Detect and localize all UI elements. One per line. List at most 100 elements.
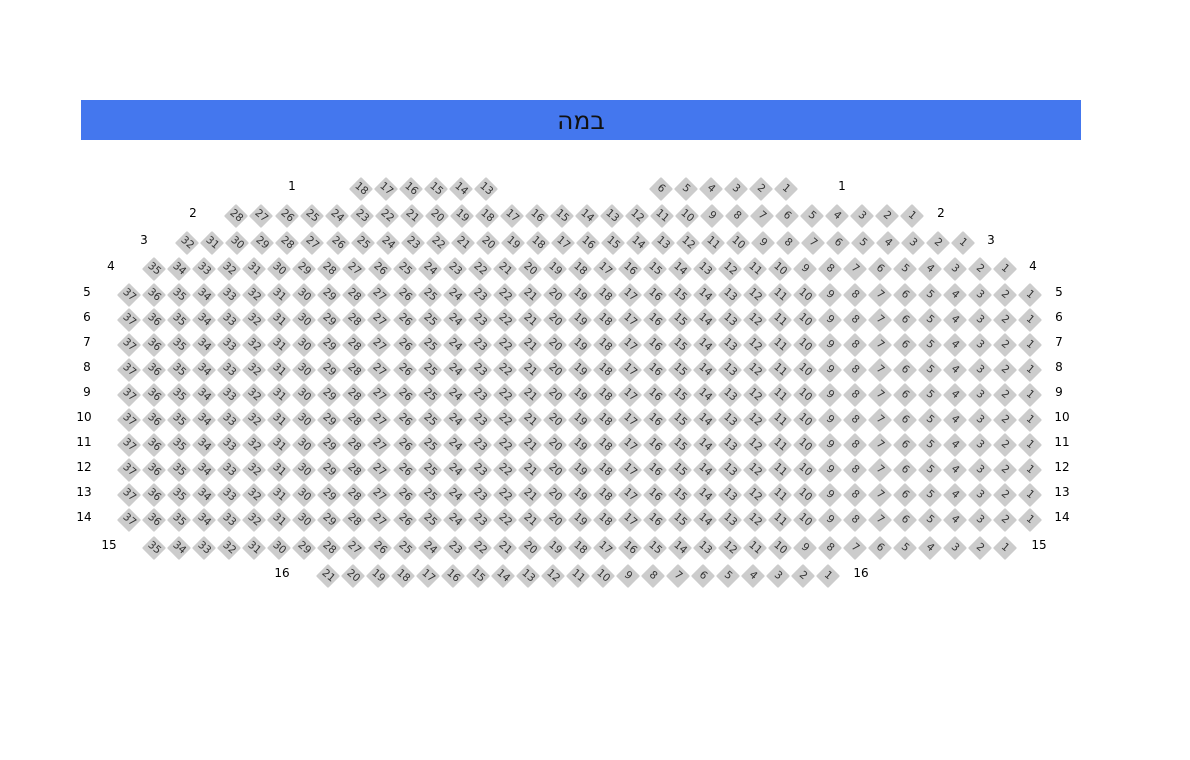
seat[interactable]: 26 <box>392 332 417 358</box>
seat[interactable]: 6 <box>892 357 917 383</box>
seat[interactable]: 13 <box>473 176 498 202</box>
seat[interactable]: 14 <box>625 230 650 256</box>
seat[interactable]: 16 <box>642 382 667 408</box>
seat[interactable]: 6 <box>825 230 850 256</box>
seat[interactable]: 25 <box>350 230 375 256</box>
seat[interactable]: 20 <box>517 256 542 282</box>
seat[interactable]: 9 <box>817 357 842 383</box>
seat[interactable]: 29 <box>317 282 342 308</box>
seat[interactable]: 25 <box>392 256 417 282</box>
seat[interactable]: 19 <box>567 507 592 533</box>
seat[interactable]: 14 <box>667 535 692 561</box>
seat[interactable]: 6 <box>892 457 917 483</box>
seat[interactable]: 33 <box>217 407 242 433</box>
seat[interactable]: 15 <box>667 282 692 308</box>
seat[interactable]: 26 <box>392 457 417 483</box>
seat[interactable]: 14 <box>692 282 717 308</box>
seat[interactable]: 17 <box>592 256 617 282</box>
seat[interactable]: 21 <box>399 203 424 229</box>
seat[interactable]: 29 <box>317 307 342 333</box>
seat[interactable]: 19 <box>567 357 592 383</box>
seat[interactable]: 13 <box>717 282 742 308</box>
seat[interactable]: 32 <box>242 382 267 408</box>
seat[interactable]: 12 <box>742 382 767 408</box>
seat[interactable]: 34 <box>192 457 217 483</box>
seat[interactable]: 15 <box>667 382 692 408</box>
seat[interactable]: 22 <box>492 407 517 433</box>
seat[interactable]: 32 <box>242 357 267 383</box>
seat[interactable]: 17 <box>617 307 642 333</box>
seat[interactable]: 37 <box>117 457 142 483</box>
seat[interactable]: 3 <box>967 482 992 508</box>
seat[interactable]: 7 <box>867 382 892 408</box>
seat[interactable]: 25 <box>417 357 442 383</box>
seat[interactable]: 16 <box>642 282 667 308</box>
seat[interactable]: 24 <box>442 457 467 483</box>
seat[interactable]: 1 <box>1017 432 1043 458</box>
seat[interactable]: 28 <box>317 535 342 561</box>
seat[interactable]: 7 <box>842 256 867 282</box>
seat[interactable]: 36 <box>142 407 167 433</box>
seat[interactable]: 14 <box>692 482 717 508</box>
seat[interactable]: 7 <box>800 230 825 256</box>
seat[interactable]: 23 <box>400 230 425 256</box>
seat[interactable]: 36 <box>142 332 167 358</box>
seat[interactable]: 2 <box>992 282 1017 308</box>
seat[interactable]: 34 <box>192 332 217 358</box>
seat[interactable]: 21 <box>517 282 542 308</box>
seat[interactable]: 6 <box>867 256 892 282</box>
seat[interactable]: 13 <box>717 507 742 533</box>
seat[interactable]: 27 <box>367 457 392 483</box>
seat[interactable]: 1 <box>1017 282 1043 308</box>
seat[interactable]: 17 <box>415 563 440 589</box>
seat[interactable]: 6 <box>892 307 917 333</box>
seat[interactable]: 21 <box>517 457 542 483</box>
seat[interactable]: 30 <box>292 357 317 383</box>
seat[interactable]: 37 <box>117 332 142 358</box>
seat[interactable]: 36 <box>142 482 167 508</box>
seat[interactable]: 28 <box>224 203 249 229</box>
seat[interactable]: 2 <box>992 332 1017 358</box>
seat[interactable]: 7 <box>867 307 892 333</box>
seat[interactable]: 26 <box>392 507 417 533</box>
seat[interactable]: 13 <box>717 432 742 458</box>
seat[interactable]: 33 <box>217 382 242 408</box>
seat[interactable]: 28 <box>275 230 300 256</box>
seat[interactable]: 17 <box>617 332 642 358</box>
seat[interactable]: 9 <box>699 203 724 229</box>
seat[interactable]: 7 <box>867 507 892 533</box>
seat[interactable]: 17 <box>550 230 575 256</box>
seat[interactable]: 34 <box>192 507 217 533</box>
seat[interactable]: 23 <box>467 457 492 483</box>
seat[interactable]: 28 <box>342 407 367 433</box>
seat[interactable]: 30 <box>292 332 317 358</box>
seat[interactable]: 10 <box>792 307 817 333</box>
seat[interactable]: 31 <box>267 507 292 533</box>
seat[interactable]: 35 <box>167 382 192 408</box>
seat[interactable]: 9 <box>817 507 842 533</box>
seat[interactable]: 22 <box>425 230 450 256</box>
seat[interactable]: 3 <box>723 176 748 202</box>
seat[interactable]: 14 <box>692 307 717 333</box>
seat[interactable]: 4 <box>740 563 765 589</box>
seat[interactable]: 12 <box>540 563 565 589</box>
seat[interactable]: 8 <box>817 256 842 282</box>
seat[interactable]: 6 <box>690 563 715 589</box>
seat[interactable]: 15 <box>667 457 692 483</box>
seat[interactable]: 20 <box>542 432 567 458</box>
seat[interactable]: 13 <box>717 407 742 433</box>
seat[interactable]: 16 <box>642 407 667 433</box>
seat[interactable]: 21 <box>315 563 340 589</box>
seat[interactable]: 34 <box>192 407 217 433</box>
seat[interactable]: 19 <box>567 307 592 333</box>
seat[interactable]: 32 <box>175 230 200 256</box>
seat[interactable]: 24 <box>442 482 467 508</box>
seat[interactable]: 18 <box>592 332 617 358</box>
seat[interactable]: 7 <box>867 282 892 308</box>
seat[interactable]: 4 <box>942 457 967 483</box>
seat[interactable]: 31 <box>267 432 292 458</box>
seat[interactable]: 28 <box>342 332 367 358</box>
seat[interactable]: 22 <box>492 482 517 508</box>
seat[interactable]: 27 <box>342 256 367 282</box>
seat[interactable]: 10 <box>590 563 615 589</box>
